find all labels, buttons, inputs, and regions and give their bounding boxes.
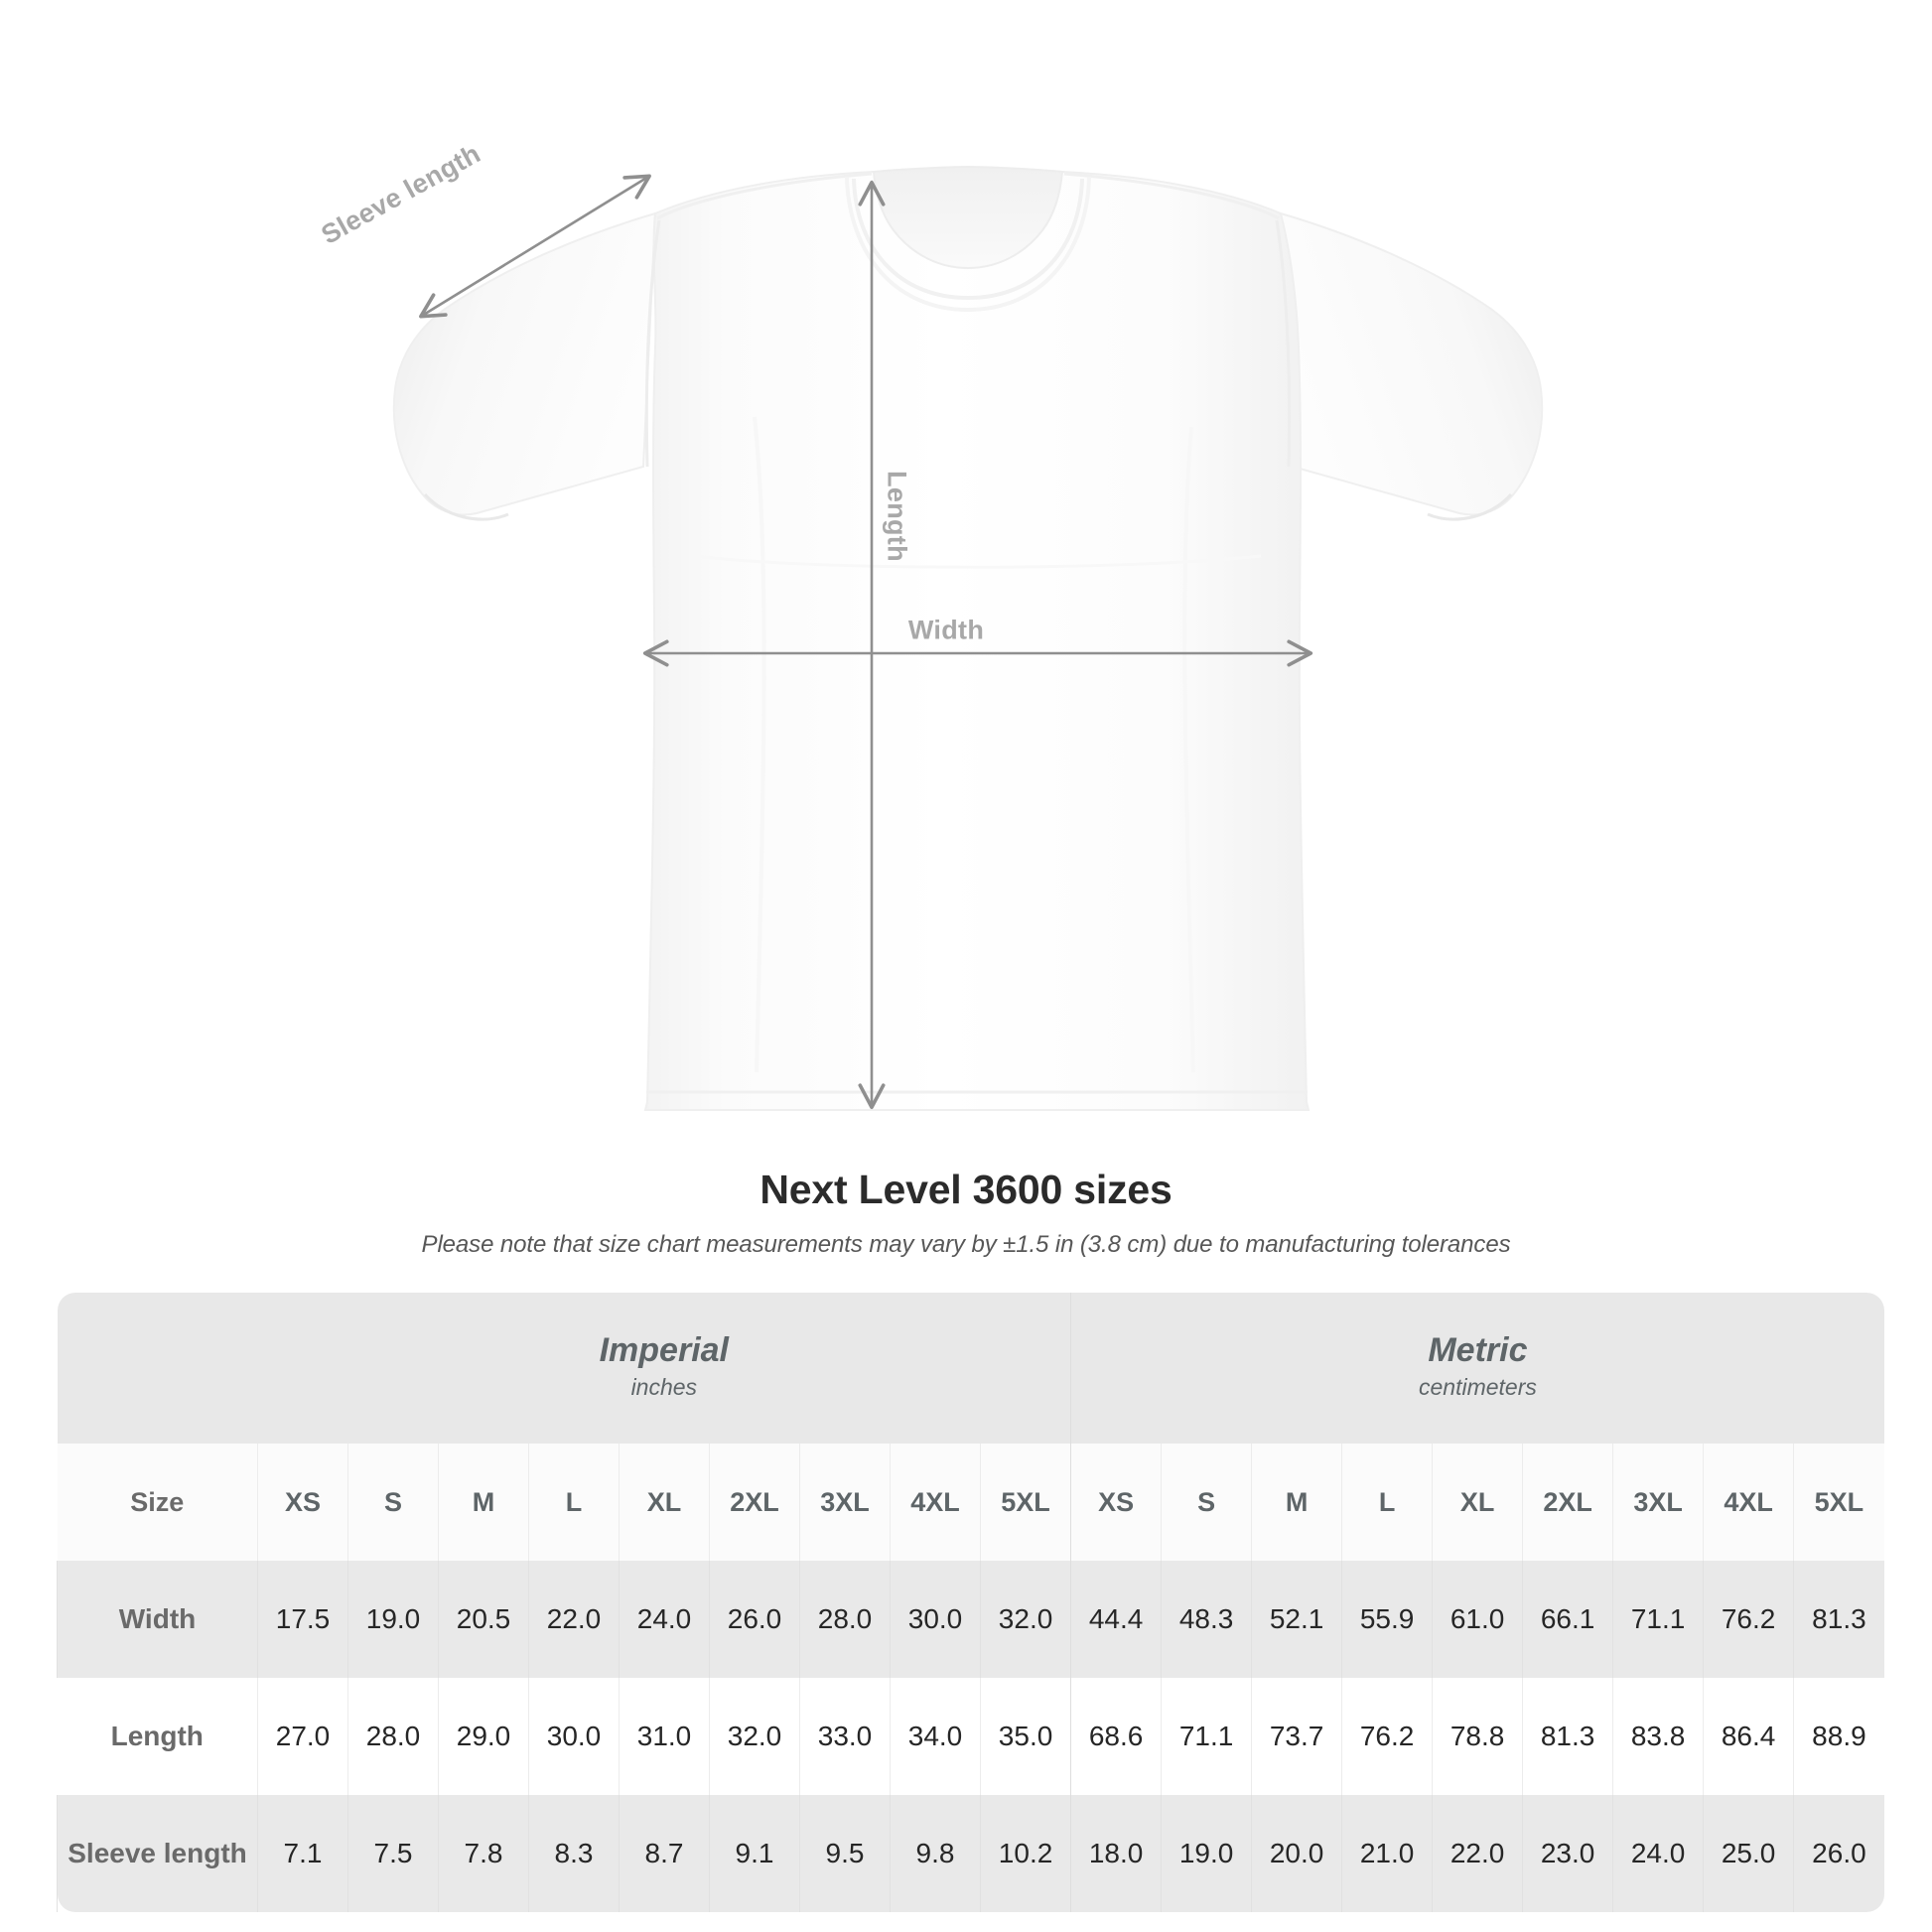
row-label-sleeve-length: Sleeve length: [57, 1795, 258, 1912]
table-row: Sleeve length 7.1 7.5 7.8 8.3 8.7 9.1 9.…: [57, 1795, 1884, 1912]
cell-sleeve-imperial-5xl: 10.2: [979, 1795, 1071, 1912]
size-header-row: Size XS S M L XL 2XL 3XL 4XL 5XL XS S M …: [57, 1444, 1884, 1561]
measurement-arrows: [419, 174, 1313, 1110]
cell-length-imperial-s: 28.0: [347, 1678, 439, 1795]
unit-sub-imperial: inches: [630, 1374, 698, 1401]
size-chart-table: Imperial inches Metric centimeters Size …: [57, 1293, 1884, 1912]
cell-width-imperial-2xl: 26.0: [709, 1561, 800, 1678]
cell-sleeve-metric-s: 19.0: [1161, 1795, 1252, 1912]
length-label: Length: [882, 471, 912, 562]
cell-sleeve-metric-2xl: 23.0: [1522, 1795, 1613, 1912]
cell-sleeve-imperial-m: 7.8: [438, 1795, 529, 1912]
size-header-metric-s: S: [1161, 1444, 1252, 1561]
size-header-metric-l: L: [1341, 1444, 1433, 1561]
size-header-imperial-3xl: 3XL: [799, 1444, 891, 1561]
size-label-cell: Size: [57, 1444, 258, 1561]
cell-sleeve-metric-m: 20.0: [1251, 1795, 1342, 1912]
row-label-length: Length: [57, 1678, 258, 1795]
cell-sleeve-imperial-4xl: 9.8: [890, 1795, 981, 1912]
cell-width-metric-xs: 44.4: [1070, 1561, 1162, 1678]
page-title: Next Level 3600 sizes: [759, 1167, 1173, 1212]
cell-length-imperial-l: 30.0: [528, 1678, 620, 1795]
cell-length-metric-2xl: 81.3: [1522, 1678, 1613, 1795]
cell-width-imperial-m: 20.5: [438, 1561, 529, 1678]
size-header-metric-5xl: 5XL: [1793, 1444, 1884, 1561]
size-header-imperial-l: L: [528, 1444, 620, 1561]
cell-length-imperial-5xl: 35.0: [979, 1678, 1071, 1795]
cell-sleeve-metric-l: 21.0: [1341, 1795, 1433, 1912]
cell-length-metric-l: 76.2: [1341, 1678, 1433, 1795]
cell-width-metric-5xl: 81.3: [1793, 1561, 1884, 1678]
cell-length-metric-4xl: 86.4: [1703, 1678, 1794, 1795]
unit-name-imperial: Imperial: [599, 1331, 729, 1370]
row-label-width: Width: [57, 1561, 258, 1678]
cell-sleeve-imperial-s: 7.5: [347, 1795, 439, 1912]
unit-row-corner: [57, 1293, 258, 1444]
sleeve-length-arrow: [419, 174, 651, 319]
cell-length-imperial-xs: 27.0: [257, 1678, 348, 1795]
cell-width-metric-2xl: 66.1: [1522, 1561, 1613, 1678]
cell-width-imperial-3xl: 28.0: [799, 1561, 891, 1678]
cell-length-metric-xs: 68.6: [1070, 1678, 1162, 1795]
cell-length-metric-3xl: 83.8: [1612, 1678, 1704, 1795]
size-header-imperial-2xl: 2XL: [709, 1444, 800, 1561]
size-header-metric-xl: XL: [1432, 1444, 1523, 1561]
tshirt-illustration: [392, 165, 1544, 1111]
unit-name-metric: Metric: [1428, 1331, 1528, 1370]
cell-length-metric-s: 71.1: [1161, 1678, 1252, 1795]
cell-sleeve-imperial-xl: 8.7: [619, 1795, 710, 1912]
cell-sleeve-imperial-2xl: 9.1: [709, 1795, 800, 1912]
cell-sleeve-metric-4xl: 25.0: [1703, 1795, 1794, 1912]
cell-sleeve-metric-5xl: 26.0: [1793, 1795, 1884, 1912]
cell-length-imperial-4xl: 34.0: [890, 1678, 981, 1795]
cell-sleeve-imperial-3xl: 9.5: [799, 1795, 891, 1912]
chart-title-block: Next Level 3600 sizes Please note that s…: [0, 1167, 1932, 1259]
unit-sub-metric: centimeters: [1418, 1374, 1537, 1401]
size-header-imperial-s: S: [347, 1444, 439, 1561]
cell-width-metric-xl: 61.0: [1432, 1561, 1523, 1678]
size-header-imperial-xs: XS: [257, 1444, 348, 1561]
cell-sleeve-imperial-xs: 7.1: [257, 1795, 348, 1912]
cell-width-imperial-4xl: 30.0: [890, 1561, 981, 1678]
size-header-metric-xs: XS: [1070, 1444, 1162, 1561]
size-chart-table-wrapper: Imperial inches Metric centimeters Size …: [57, 1293, 1884, 1912]
size-header-metric-m: M: [1251, 1444, 1342, 1561]
size-header-imperial-m: M: [438, 1444, 529, 1561]
cell-length-imperial-3xl: 33.0: [799, 1678, 891, 1795]
cell-length-imperial-m: 29.0: [438, 1678, 529, 1795]
cell-length-metric-xl: 78.8: [1432, 1678, 1523, 1795]
cell-width-metric-4xl: 76.2: [1703, 1561, 1794, 1678]
cell-width-metric-l: 55.9: [1341, 1561, 1433, 1678]
width-label: Width: [907, 615, 985, 645]
unit-header-metric: Metric centimeters: [1070, 1293, 1884, 1444]
cell-sleeve-imperial-l: 8.3: [528, 1795, 620, 1912]
size-header-metric-3xl: 3XL: [1612, 1444, 1704, 1561]
size-header-metric-2xl: 2XL: [1522, 1444, 1613, 1561]
cell-length-imperial-xl: 31.0: [619, 1678, 710, 1795]
unit-header-imperial: Imperial inches: [257, 1293, 1071, 1444]
cell-width-imperial-xs: 17.5: [257, 1561, 348, 1678]
cell-sleeve-metric-3xl: 24.0: [1612, 1795, 1704, 1912]
cell-width-metric-m: 52.1: [1251, 1561, 1342, 1678]
size-header-metric-4xl: 4XL: [1703, 1444, 1794, 1561]
table-row: Width 17.5 19.0 20.5 22.0 24.0 26.0 28.0…: [57, 1561, 1884, 1678]
size-header-imperial-5xl: 5XL: [979, 1444, 1071, 1561]
table-row: Length 27.0 28.0 29.0 30.0 31.0 32.0 33.…: [57, 1678, 1884, 1795]
cell-width-metric-s: 48.3: [1161, 1561, 1252, 1678]
cell-width-imperial-l: 22.0: [528, 1561, 620, 1678]
cell-width-imperial-xl: 24.0: [619, 1561, 710, 1678]
page-subtitle: Please note that size chart measurements…: [421, 1231, 1511, 1258]
unit-header-row: Imperial inches Metric centimeters: [57, 1293, 1884, 1444]
size-header-imperial-xl: XL: [619, 1444, 710, 1561]
cell-length-metric-m: 73.7: [1251, 1678, 1342, 1795]
cell-sleeve-metric-xs: 18.0: [1070, 1795, 1162, 1912]
cell-length-imperial-2xl: 32.0: [709, 1678, 800, 1795]
cell-sleeve-metric-xl: 22.0: [1432, 1795, 1523, 1912]
cell-width-metric-3xl: 71.1: [1612, 1561, 1704, 1678]
cell-width-imperial-5xl: 32.0: [979, 1561, 1071, 1678]
size-header-imperial-4xl: 4XL: [890, 1444, 981, 1561]
tshirt-measurement-diagram: Sleeve length Length Width: [317, 138, 1544, 1111]
cell-width-imperial-s: 19.0: [347, 1561, 439, 1678]
cell-length-metric-5xl: 88.9: [1793, 1678, 1884, 1795]
